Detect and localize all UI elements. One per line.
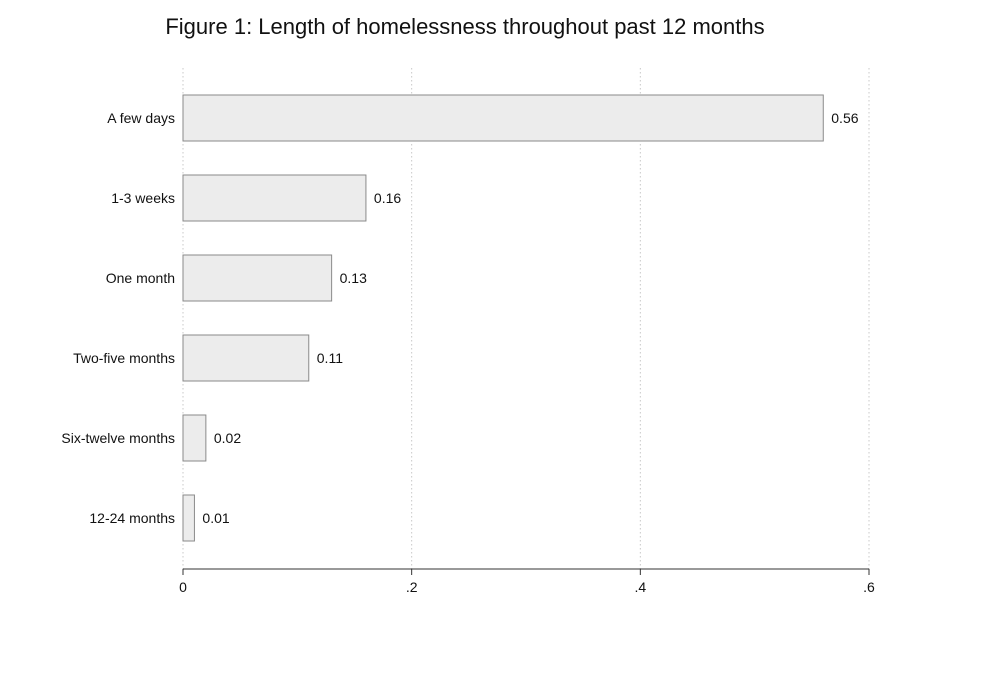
x-tick-label: .6 (863, 579, 875, 595)
bar (182, 174, 367, 222)
x-tick-label: 0 (179, 579, 187, 595)
data-label: 0.11 (317, 350, 343, 366)
bar (182, 94, 824, 142)
category-label: 1-3 weeks (111, 190, 175, 206)
data-label: 0.02 (214, 430, 241, 446)
x-axis: 0 .2 .4 .6 (179, 568, 875, 595)
bar (182, 334, 310, 382)
data-label: 0.01 (202, 510, 229, 526)
data-label: 0.13 (340, 270, 367, 286)
grid-layer (182, 68, 870, 569)
bar (182, 494, 195, 542)
bar (182, 414, 207, 462)
bar (182, 254, 333, 302)
x-tick-label: .2 (406, 579, 418, 595)
category-label: One month (106, 270, 175, 286)
bar-layer: A few days 0.56 1-3 weeks 0.16 One month 0.13… (61, 94, 859, 542)
category-label: A few days (107, 110, 175, 126)
x-tick-label: .4 (634, 579, 646, 595)
data-label: 0.56 (831, 110, 858, 126)
data-label: 0.16 (374, 190, 401, 206)
chart-title: Figure 1: Length of homelessness through… (165, 14, 765, 39)
category-label: Six-twelve months (61, 430, 175, 446)
category-label: 12-24 months (89, 510, 175, 526)
category-label: Two-five months (73, 350, 175, 366)
